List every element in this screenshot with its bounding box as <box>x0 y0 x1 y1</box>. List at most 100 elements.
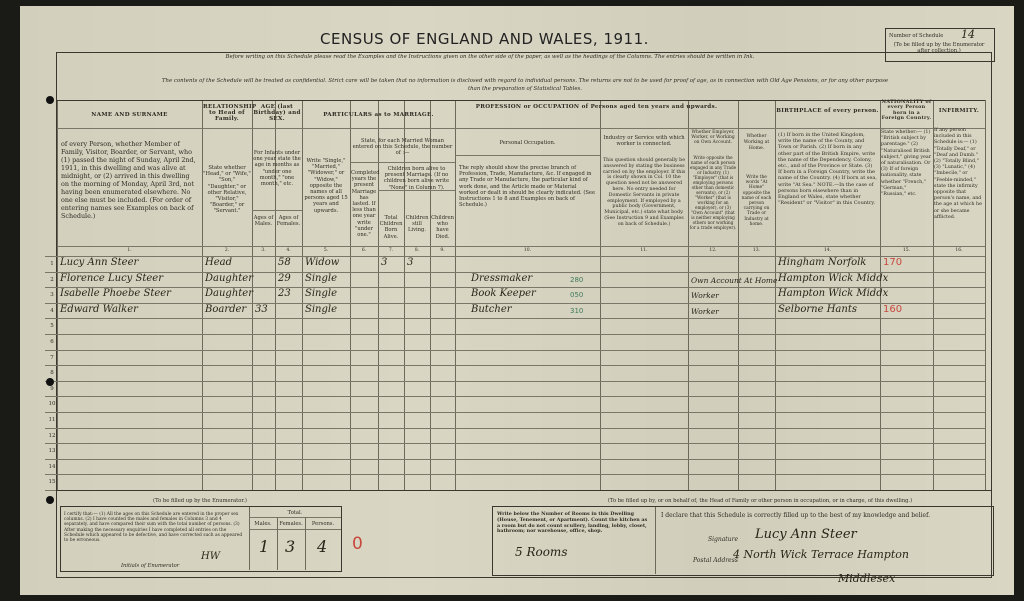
row-rule <box>45 256 985 257</box>
birthplace-cell: Hingham Norfolk <box>778 257 867 268</box>
desc-married-woman: State, for each Married Woman entered on… <box>352 138 453 157</box>
desc-infirmity: If any person included in this Schedule … <box>934 128 982 220</box>
column-rule <box>350 100 351 490</box>
column-number: 13. <box>752 248 761 253</box>
row-number: 8 <box>50 370 54 377</box>
header-personal-occupation: Personal Occupation. <box>499 140 556 146</box>
column-number: 11. <box>640 248 648 253</box>
row-number: 3 <box>50 292 54 299</box>
desc-birthplace: (1) If born in the United Kingdom, write… <box>778 132 877 207</box>
postal-address-county: Middlesex <box>838 572 896 585</box>
column-number: 7. <box>388 248 394 253</box>
row-rule <box>45 396 985 398</box>
column-number: 4. <box>286 248 291 253</box>
column-number: 2. <box>224 248 230 253</box>
desc-industry: This question should generally be answer… <box>602 158 686 227</box>
punch-hole <box>46 96 54 104</box>
row-rule <box>45 334 985 335</box>
column-number: 3. <box>261 248 266 253</box>
row-number: 12 <box>48 432 56 439</box>
header-age-males: Ages of Males. <box>253 215 274 228</box>
name-cell: Isabelle Phoebe Steer <box>60 288 171 300</box>
rooms-description: Write below the Number of Rooms in this … <box>497 511 648 535</box>
form-border <box>56 52 992 578</box>
column-rule <box>404 100 405 490</box>
desc-at-home: Write the words "At Home" opposite the n… <box>741 175 772 227</box>
column-rule <box>775 100 776 490</box>
occupation-code: 280 <box>570 275 584 284</box>
column-number: 1. <box>127 248 132 253</box>
occupation-cell: Butcher <box>471 303 512 315</box>
column-number: 6. <box>361 248 367 253</box>
column-rule <box>600 100 601 490</box>
birthplace-cell: Hampton Wick Middx <box>778 288 889 300</box>
occupation-cell: Dressmaker <box>471 272 533 284</box>
schedule-label: Number of Schedule <box>889 33 944 39</box>
row-number: 7 <box>50 354 54 361</box>
occupation-cell: Book Keeper <box>471 288 536 300</box>
row-number: 14 <box>48 463 56 470</box>
column-rule <box>455 100 456 490</box>
desc-name: of every Person, whether Member of Famil… <box>61 140 196 220</box>
row-rule <box>45 412 985 413</box>
punch-hole <box>46 378 54 386</box>
relationship-cell: Daughter <box>205 288 253 300</box>
header-total-children: Total Children Born Alive. <box>379 215 403 240</box>
column-rule <box>302 100 303 490</box>
age-female-cell: 23 <box>278 288 291 300</box>
column-rule <box>430 100 431 490</box>
row-rule <box>45 287 985 289</box>
confidential-text-2: than the preparation of Statistical Tabl… <box>467 86 583 92</box>
enumerator-box: I certify that:— (1) All the ages on thi… <box>60 506 342 572</box>
column-rule <box>378 100 379 490</box>
row-rule <box>45 380 985 382</box>
column-number: 14. <box>823 248 832 253</box>
row-rule <box>45 349 985 351</box>
header-name: NAME AND SURNAME <box>91 112 168 118</box>
children-living-cell: 3 <box>407 257 414 268</box>
total-females: 3 <box>285 537 296 556</box>
relationship-cell: Daughter <box>205 272 253 284</box>
row-rule <box>45 365 985 367</box>
initials-label: Initials of Enumerator <box>121 563 180 569</box>
row-rule <box>45 427 985 429</box>
header-occupation: PROFESSION or OCCUPATION of Persons aged… <box>475 104 718 110</box>
row-number: 4 <box>50 307 54 314</box>
signature-label: Signature <box>708 536 739 543</box>
desc-age: For Infants under one year state the age… <box>253 150 301 188</box>
marital-status-cell: Single <box>305 288 338 300</box>
persons-label: Persons. <box>311 521 335 527</box>
column-rule <box>57 100 58 490</box>
census-schedule: CENSUS OF ENGLAND AND WALES, 1911. Befor… <box>20 6 1014 595</box>
occupation-code: 310 <box>570 306 584 315</box>
row-rule <box>45 302 985 304</box>
rooms-count: 5 Rooms <box>515 545 568 559</box>
desc-relationship: State whether "Head," or "Wife," "Son," … <box>203 165 251 215</box>
schedule-note: (To be filled up by the Enumerator after… <box>893 42 985 55</box>
age-female-cell: 29 <box>278 272 291 284</box>
row-number: 2 <box>50 276 54 283</box>
column-rule <box>985 100 986 490</box>
row-number: 13 <box>48 448 56 455</box>
row-number: 11 <box>48 417 56 423</box>
punch-hole <box>46 496 54 504</box>
header-age-females: Ages of Females. <box>276 215 301 228</box>
postal-address: 4 North Wick Terrace Hampton <box>733 548 909 561</box>
schedule-number: 14 <box>961 28 975 41</box>
total-persons: 4 <box>317 537 328 556</box>
column-rule <box>933 100 934 490</box>
header-children-living: Children still Living. <box>405 215 429 234</box>
row-rule <box>45 318 985 320</box>
enumerator-heading: (To be filled up by the Enumerator.) <box>153 498 247 504</box>
header-infirmity: INFIRMITY. <box>938 108 980 114</box>
confidential-text: The contents of the Schedule will be tre… <box>161 78 889 84</box>
column-number: 12. <box>709 248 717 253</box>
name-cell: Florence Lucy Steer <box>60 272 163 284</box>
row-number: 15 <box>48 479 56 486</box>
header-industry: Industry or Service with which worker is… <box>603 135 685 148</box>
header-nationality: NATIONALITY of every Person born in a Fo… <box>881 99 932 122</box>
occupation-code: 050 <box>570 291 584 300</box>
birthplace-cell: Hampton Wick Middx <box>778 272 889 284</box>
row-number: 9 <box>50 385 54 392</box>
row-number: 1 <box>50 261 54 267</box>
